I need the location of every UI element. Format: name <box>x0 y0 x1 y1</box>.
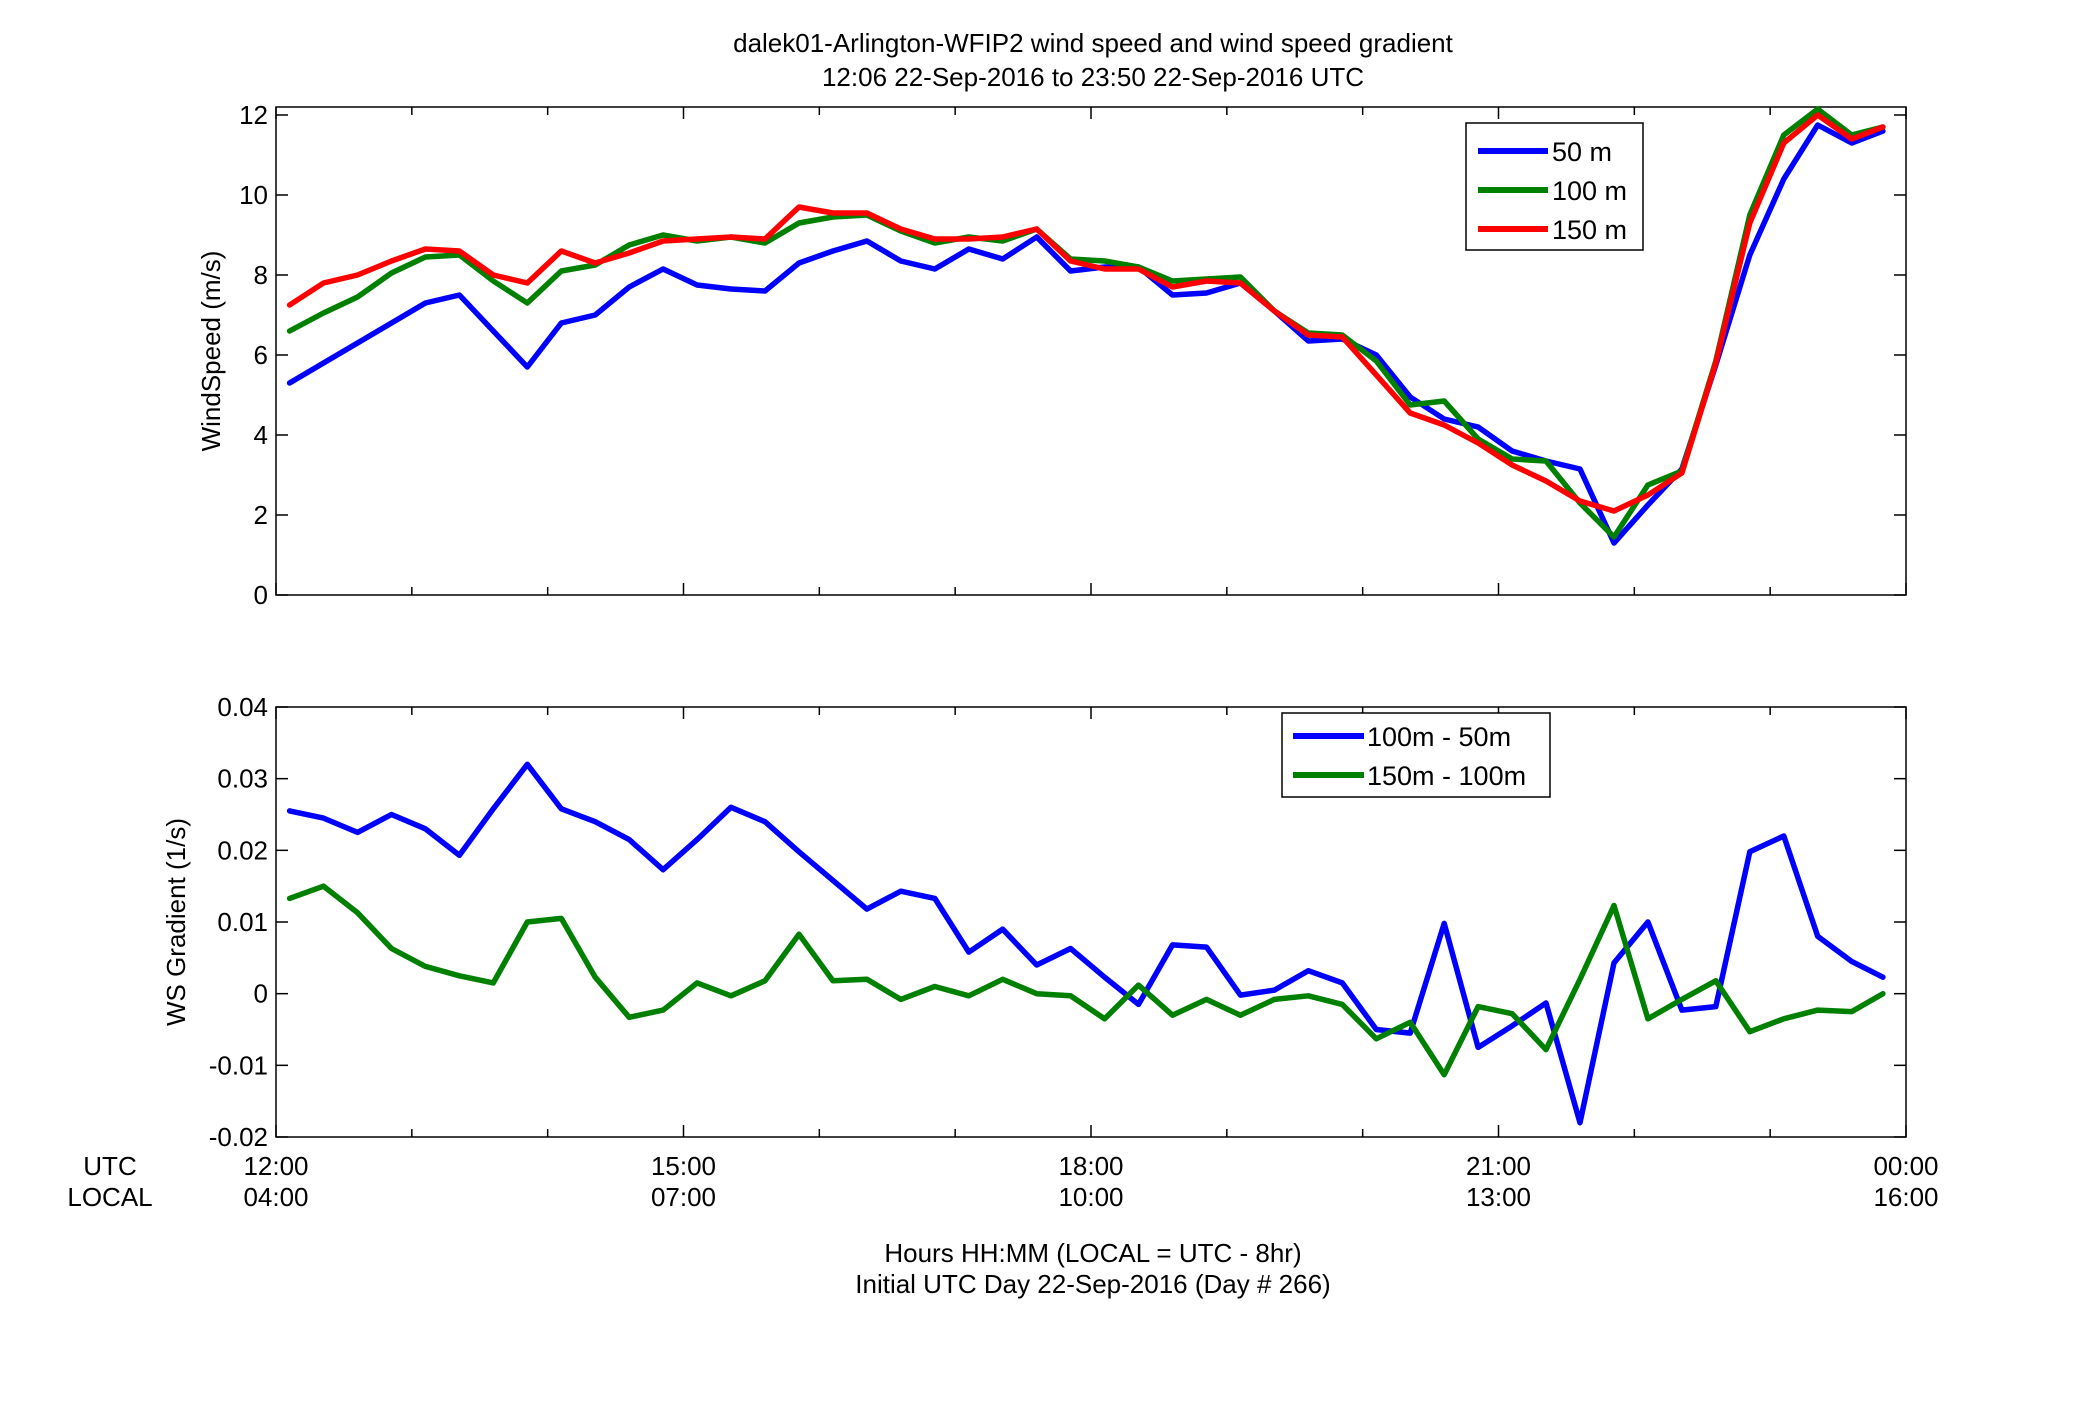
gradient-lines <box>286 761 1886 1126</box>
gradient-legend-box <box>1281 712 1551 798</box>
wind-speed-y-axis-label: WindSpeed (m/s) <box>196 251 226 452</box>
wind-speed-lines <box>286 106 1886 546</box>
wind-speed-y-tick-label: 8 <box>254 260 268 290</box>
legend-label-100m: 100 m <box>1552 176 1627 206</box>
series-line-100-m <box>286 106 1886 540</box>
legend-label-150m-100m: 150m - 100m <box>1367 761 1526 791</box>
x-tick-label-utc: 15:00 <box>651 1151 716 1181</box>
wind-speed-panel: 0 2 4 6 8 10 12 WindSpeed (m/s) 50 m 100 m 150… <box>196 100 1907 610</box>
gradient-y-tick-label: 0.04 <box>217 692 268 722</box>
gradient-y-ticks: -0.02 -0.01 0 0.01 0.02 0.03 0.04 <box>209 692 1906 1152</box>
wind-speed-y-ticks: 0 2 4 6 8 10 12 <box>239 100 1906 610</box>
wind-speed-y-tick-label: 10 <box>239 180 268 210</box>
gradient-y-tick-label: -0.01 <box>209 1050 268 1080</box>
chart-title-line1: dalek01-Arlington-WFIP2 wind speed and w… <box>733 28 1454 58</box>
legend-label-50m: 50 m <box>1552 137 1612 167</box>
wind-speed-axes-box <box>275 106 1907 596</box>
chart-title-line2: 12:06 22-Sep-2016 to 23:50 22-Sep-2016 U… <box>822 62 1364 92</box>
gradient-panel: -0.02 -0.01 0 0.01 0.02 0.03 0.04 WS Gradient … <box>161 692 1907 1152</box>
wind-speed-y-tick-label: 4 <box>254 420 268 450</box>
x-tick-label-local: 04:00 <box>243 1182 308 1212</box>
gradient-y-axis-label: WS Gradient (1/s) <box>161 818 191 1026</box>
x-axis-label-line1: Hours HH:MM (LOCAL = UTC - 8hr) <box>884 1238 1301 1268</box>
x-tick-label-utc: 00:00 <box>1873 1151 1938 1181</box>
x-axis-label-line2: Initial UTC Day 22-Sep-2016 (Day # 266) <box>855 1269 1330 1299</box>
x-tick-label-local: 10:00 <box>1058 1182 1123 1212</box>
gradient-y-tick-label: 0 <box>254 979 268 1009</box>
wind-speed-x-ticks <box>275 107 1907 595</box>
gradient-y-tick-label: 0.02 <box>217 835 268 865</box>
wind-speed-y-tick-label: 12 <box>239 100 268 130</box>
legend-label-100m-50m: 100m - 50m <box>1367 722 1511 752</box>
wind-speed-y-tick-label: 0 <box>254 580 268 610</box>
wind-speed-y-tick-label: 6 <box>254 340 268 370</box>
gradient-y-tick-label: 0.03 <box>217 764 268 794</box>
gradient-legend: 100m - 50m 150m - 100m <box>1281 712 1551 798</box>
series-line-150m-100m <box>286 883 1886 1078</box>
gradient-y-tick-label: 0.01 <box>217 907 268 937</box>
wind-speed-legend: 50 m 100 m 150 m <box>1465 122 1644 251</box>
legend-label-150m: 150 m <box>1552 215 1627 245</box>
gradient-y-tick-label: -0.02 <box>209 1122 268 1152</box>
x-tick-label-utc: 18:00 <box>1058 1151 1123 1181</box>
series-line-150-m <box>286 112 1886 514</box>
local-row-label: LOCAL <box>67 1182 152 1212</box>
x-tick-label-local: 07:00 <box>651 1182 716 1212</box>
x-tick-label-local: 16:00 <box>1873 1182 1938 1212</box>
x-tick-label-utc: 21:00 <box>1466 1151 1531 1181</box>
utc-row-label: UTC <box>83 1151 136 1181</box>
x-tick-label-utc: 12:00 <box>243 1151 308 1181</box>
x-tick-label-local: 13:00 <box>1466 1182 1531 1212</box>
series-line-100m-50m <box>286 761 1886 1126</box>
series-line-50-m <box>286 122 1886 546</box>
wind-speed-y-tick-label: 2 <box>254 500 268 530</box>
